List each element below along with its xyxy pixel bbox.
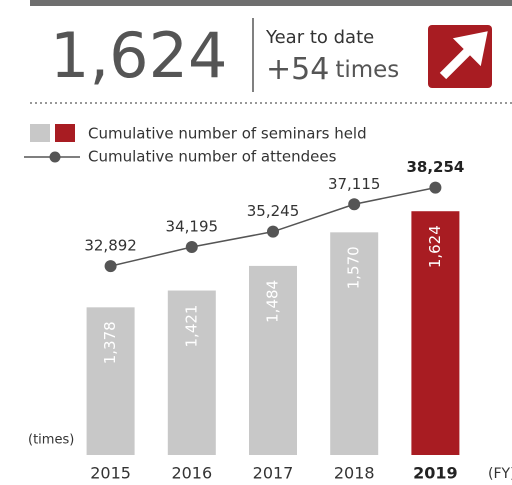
x-tick-label: 2017 [253, 464, 294, 483]
x-unit: (FY) [488, 466, 512, 482]
unit-label: (times) [28, 433, 74, 448]
bar [411, 211, 460, 455]
point [104, 260, 117, 273]
ytd-label: Year to date [265, 27, 374, 48]
point-label: 37,115 [328, 175, 381, 193]
top-rule [30, 0, 512, 6]
point [348, 198, 361, 211]
x-tick-label: 2015 [90, 464, 131, 483]
legend-label: Cumulative number of attendees [88, 148, 337, 166]
bar-label: 1,378 [101, 321, 119, 364]
point [185, 241, 198, 254]
bar [86, 307, 135, 455]
point-label: 38,254 [406, 158, 464, 176]
x-tick-label: 2018 [334, 464, 375, 483]
bar [330, 232, 379, 455]
point [429, 181, 442, 194]
legend-swatch [55, 124, 75, 142]
up-icon [428, 25, 492, 88]
point-label: 32,892 [84, 237, 137, 255]
point [267, 225, 279, 238]
bar-label: 1,484 [264, 280, 282, 323]
bar [167, 290, 216, 455]
legend-label: Cumulative number of seminars held [88, 125, 367, 143]
bar-label: 1,421 [182, 305, 200, 348]
total: 1,624 [50, 19, 228, 92]
unit: times [335, 57, 399, 83]
x-tick-label: 2016 [171, 464, 212, 483]
bar-label: 1,624 [426, 225, 444, 268]
change: +54 [266, 52, 329, 87]
point-label: 35,245 [247, 202, 300, 220]
point-label: 34,195 [166, 218, 219, 236]
legend-swatch [30, 124, 50, 142]
legend-marker [49, 151, 61, 163]
bar [249, 265, 297, 455]
x-tick-label: 2019 [413, 464, 458, 483]
bar-label: 1,570 [345, 246, 363, 289]
ytd-change: +54 times [266, 52, 399, 87]
